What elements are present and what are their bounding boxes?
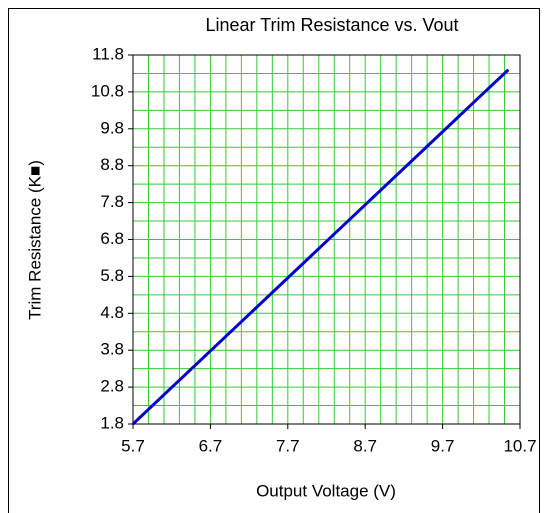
y-tick-label: 1.8 xyxy=(100,413,124,432)
y-tick-label: 9.8 xyxy=(100,118,124,137)
x-axis-label: Output Voltage (V) xyxy=(256,481,396,500)
x-tick-label: 10.7 xyxy=(503,436,536,455)
chart-border xyxy=(8,8,540,513)
y-tick-label: 11.8 xyxy=(92,44,124,63)
y-axis-label: Trim Resistance (K■) xyxy=(25,160,44,320)
y-tick-label: 5.8 xyxy=(100,266,124,285)
y-tick-label: 4.8 xyxy=(100,303,124,322)
chart-title: Linear Trim Resistance vs. Vout xyxy=(205,15,458,35)
x-tick-label: 9.7 xyxy=(431,436,455,455)
plot-frame xyxy=(132,54,521,425)
x-tick-label: 6.7 xyxy=(199,436,223,455)
y-tick-label: 8.8 xyxy=(100,155,124,174)
y-tick-label: 10.8 xyxy=(91,81,124,100)
y-tick-label: 3.8 xyxy=(100,340,124,359)
x-tick-label: 8.7 xyxy=(353,436,377,455)
y-tick-label: 6.8 xyxy=(100,229,124,248)
x-tick-label: 7.7 xyxy=(276,436,300,455)
data-line xyxy=(131,68,510,426)
x-tick-label: 5.7 xyxy=(121,436,145,455)
y-tick-label: 2.8 xyxy=(100,377,124,396)
y-tick-label: 7.8 xyxy=(100,192,124,211)
